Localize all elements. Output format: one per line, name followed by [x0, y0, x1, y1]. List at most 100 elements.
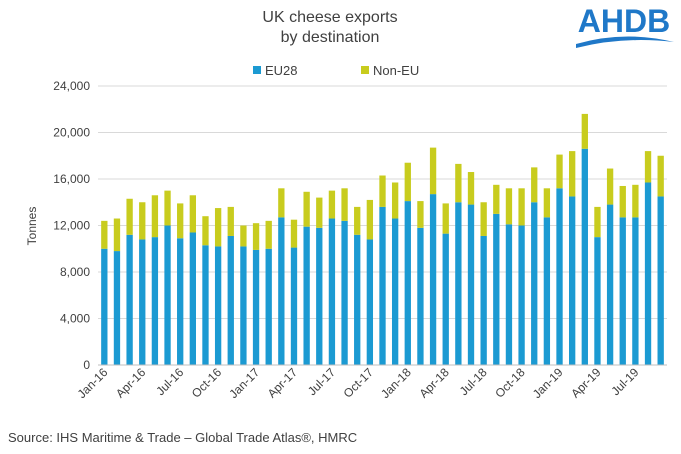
bar-non-eu: [316, 197, 323, 228]
bar-eu28: [429, 194, 437, 365]
x-tick-label: Jan-17: [226, 365, 262, 401]
x-tick-label: Jan-19: [530, 365, 566, 401]
x-tick-label: Jul-16: [153, 365, 186, 398]
x-tick-label: Jul-17: [305, 365, 338, 398]
bar-non-eu: [480, 202, 487, 236]
bar-non-eu: [202, 216, 209, 246]
legend: EU28 Non-EU: [253, 63, 419, 78]
logo-text: AHDB: [578, 3, 670, 39]
bar-non-eu: [126, 198, 133, 235]
bar-eu28: [556, 188, 563, 365]
bar-non-eu: [139, 202, 146, 240]
bar-eu28: [354, 234, 361, 365]
bar-eu28: [505, 224, 513, 365]
bar-non-eu: [164, 190, 171, 226]
bar-non-eu: [366, 199, 374, 240]
x-tick-label: Jul-18: [457, 365, 490, 398]
bar-eu28: [442, 233, 449, 365]
bar-eu28: [341, 220, 348, 365]
y-tick-label: 20,000: [53, 126, 90, 140]
bar-eu28: [581, 148, 588, 365]
y-tick-label: 16,000: [53, 172, 90, 186]
bar-non-eu: [417, 201, 424, 228]
bar-eu28: [366, 239, 374, 365]
bar-non-eu: [278, 188, 285, 218]
x-tick-label: Apr-19: [568, 365, 604, 401]
bar-eu28: [126, 234, 133, 365]
bar-non-eu: [569, 151, 576, 197]
bar-non-eu: [227, 206, 234, 236]
bar-eu28: [379, 206, 386, 365]
bar-eu28: [101, 248, 108, 365]
bar-eu28: [278, 217, 285, 365]
bar-eu28: [531, 202, 538, 365]
y-tick-label: 8,000: [60, 265, 90, 279]
bar-non-eu: [455, 163, 462, 203]
chart-title-line1: UK cheese exports: [262, 9, 398, 26]
bar-non-eu: [404, 162, 411, 202]
x-tick-label: Jan-18: [378, 365, 414, 401]
bar-non-eu: [606, 168, 614, 205]
bar-non-eu: [429, 147, 437, 195]
x-tick-label: Jul-19: [608, 365, 641, 398]
bar-eu28: [606, 204, 614, 365]
bar-non-eu: [543, 188, 551, 218]
bar-non-eu: [341, 188, 348, 221]
bar-non-eu: [252, 223, 260, 250]
bar-eu28: [518, 225, 525, 365]
bar-non-eu: [214, 208, 222, 247]
bar-non-eu: [632, 184, 639, 218]
y-tick-label: 12,000: [53, 219, 90, 233]
bar-non-eu: [151, 195, 159, 238]
legend-swatch-eu28: [253, 66, 261, 74]
bar-non-eu: [594, 206, 601, 238]
bar-eu28: [240, 246, 247, 365]
bar-eu28: [202, 245, 209, 365]
bar-eu28: [189, 232, 196, 365]
bar-eu28: [594, 237, 601, 365]
x-tick-label: Apr-17: [265, 365, 301, 401]
bar-non-eu: [328, 190, 336, 219]
bar-eu28: [391, 218, 399, 365]
bar-eu28: [164, 225, 171, 365]
bar-eu28: [467, 204, 475, 365]
bar-eu28: [480, 235, 487, 365]
bar-non-eu: [113, 218, 121, 252]
bar-eu28: [644, 182, 652, 365]
bar-non-eu: [303, 191, 310, 227]
bar-eu28: [265, 248, 272, 365]
bar-eu28: [619, 217, 626, 365]
bar-non-eu: [518, 188, 525, 226]
bar-non-eu: [657, 155, 664, 197]
bar-non-eu: [505, 188, 513, 225]
bar-non-eu: [265, 220, 272, 249]
bar-eu28: [417, 227, 424, 365]
bar-non-eu: [189, 195, 196, 233]
x-tick-label: Oct-16: [189, 365, 225, 401]
logo-swoosh: [576, 36, 674, 48]
bar-eu28: [657, 196, 664, 365]
x-tick-label: Apr-18: [416, 365, 452, 401]
source-note: Source: IHS Maritime & Trade – Global Tr…: [8, 430, 358, 445]
x-tick-label: Apr-16: [113, 365, 149, 401]
bar-eu28: [493, 213, 500, 365]
x-tick-label: Oct-17: [341, 365, 377, 401]
bar-eu28: [214, 246, 222, 365]
bar-eu28: [316, 227, 323, 365]
bar-eu28: [303, 226, 310, 365]
bar-non-eu: [290, 219, 298, 248]
bar-non-eu: [442, 203, 449, 234]
bar-eu28: [177, 238, 184, 365]
bar-non-eu: [240, 225, 247, 247]
bar-eu28: [455, 202, 462, 365]
bar-eu28: [113, 251, 121, 365]
y-tick-label: 24,000: [53, 79, 90, 93]
bar-non-eu: [101, 220, 108, 249]
bar-non-eu: [556, 154, 563, 189]
bar-non-eu: [581, 113, 588, 149]
bar-non-eu: [531, 167, 538, 203]
y-tick-label: 0: [83, 358, 90, 372]
bar-non-eu: [391, 182, 399, 219]
bar-eu28: [328, 218, 336, 365]
